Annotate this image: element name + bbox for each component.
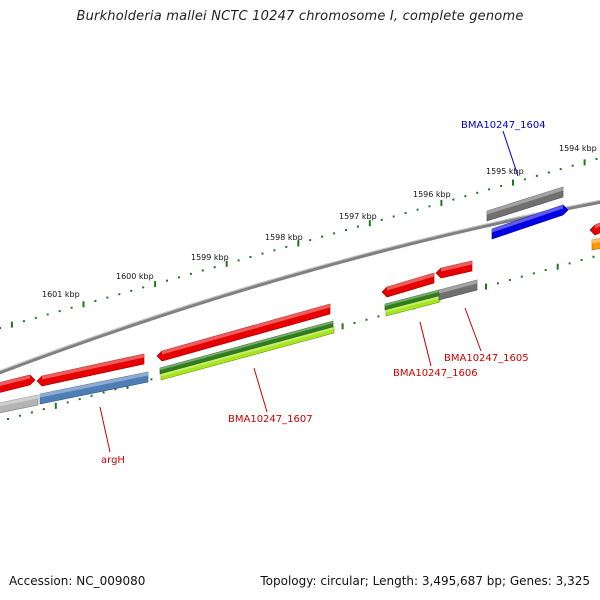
scale-label-1599: 1599 kbp	[191, 253, 229, 262]
gene-label-bma10247-1605[interactable]: BMA10247_1605	[444, 353, 529, 364]
outer-tick-track	[0, 158, 598, 329]
feature-highlight	[385, 290, 439, 307]
feature-highlight	[386, 296, 440, 313]
feature-track	[0, 186, 600, 414]
feature-highlight	[492, 205, 563, 233]
gene-label-argh[interactable]: argH	[101, 455, 125, 466]
feature-highlight	[40, 372, 148, 398]
feature-highlight	[162, 304, 330, 355]
scale-label-1601: 1601 kbp	[42, 290, 80, 299]
scale-label-1600: 1600 kbp	[116, 272, 154, 281]
scale-label-1594: 1594 kbp	[559, 144, 597, 153]
callout-line-argh	[99, 406, 111, 453]
gene-label-bma10247-1606[interactable]: BMA10247_1606	[393, 368, 478, 379]
backbone-arc-highlight	[0, 199, 600, 372]
feature-highlight	[0, 375, 30, 386]
feature-highlight	[42, 354, 144, 380]
feature-highlight	[439, 280, 477, 294]
feature-highlight	[387, 273, 434, 291]
scale-label-1597: 1597 kbp	[339, 212, 377, 221]
feature-highlight	[441, 261, 472, 272]
callout-line-1606	[419, 321, 432, 367]
scale-label-1598: 1598 kbp	[265, 233, 303, 242]
feature-highlight	[161, 327, 334, 377]
backbone-arc	[0, 199, 600, 375]
callout-line-1604	[502, 130, 519, 177]
callout-line-1607	[253, 367, 268, 413]
map-title: Burkholderia mallei NCTC 10247 chromosom…	[76, 9, 524, 24]
callout-line-1605	[464, 307, 482, 352]
feature-highlight	[160, 321, 333, 371]
feature-highlight	[0, 395, 38, 407]
gene-label-bma10247-1604[interactable]: BMA10247_1604	[461, 120, 546, 131]
scale-label-1595: 1595 kbp	[486, 167, 524, 176]
scale-label-1596: 1596 kbp	[413, 190, 451, 199]
summary-text: Topology: circular; Length: 3,495,687 bp…	[260, 574, 590, 588]
feature-highlight	[487, 187, 563, 215]
gene-label-bma10247-1607[interactable]: BMA10247_1607	[228, 414, 313, 425]
feature-highlight	[595, 222, 600, 229]
feature-highlight	[592, 238, 600, 244]
accession-text: Accession: NC_009080	[9, 574, 146, 588]
